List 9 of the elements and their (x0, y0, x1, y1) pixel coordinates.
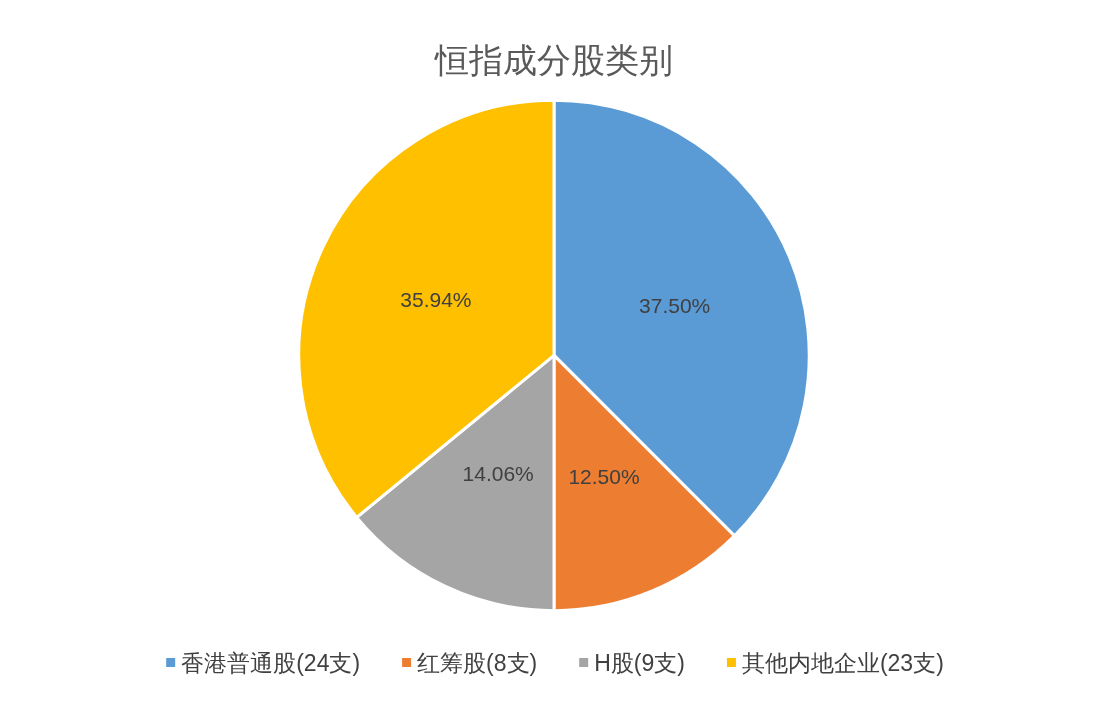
legend-label: H股(9支) (594, 649, 685, 676)
legend-label: 红筹股(8支) (417, 649, 538, 676)
chart-title: 恒指成分股类别 (434, 41, 673, 79)
data-label: 14.06% (462, 461, 534, 485)
legend-label: 其他内地企业(23支) (741, 649, 944, 676)
data-label: 37.50% (639, 293, 711, 317)
legend-label: 香港普通股(24支) (181, 649, 361, 676)
data-label: 35.94% (400, 288, 472, 312)
data-label: 12.50% (568, 464, 640, 488)
